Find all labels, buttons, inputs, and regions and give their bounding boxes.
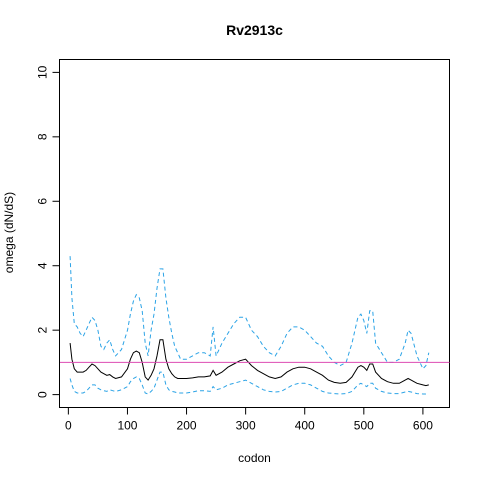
series-line-lower <box>69 371 429 395</box>
x-axis: 0 100 200 300 400 500 600 <box>65 407 433 433</box>
plot-frame <box>59 59 450 408</box>
x-tick-label: 200 <box>177 419 197 433</box>
chart-title: Rv2913c <box>226 22 283 38</box>
x-axis-label: codon <box>238 451 271 465</box>
x-tick-label: 400 <box>295 419 315 433</box>
x-tick-label: 0 <box>65 419 72 433</box>
series-line-upper <box>69 256 430 370</box>
y-axis-label: omega (dN/dS) <box>2 192 16 273</box>
y-tick-label: 6 <box>36 198 50 205</box>
y-tick-label: 8 <box>36 133 50 140</box>
y-tick-label: 2 <box>36 327 50 334</box>
y-tick-label: 4 <box>36 262 50 269</box>
plot-area <box>59 256 450 395</box>
series-line-estimate <box>69 339 429 387</box>
x-tick-label: 600 <box>413 419 433 433</box>
x-tick-label: 100 <box>117 419 137 433</box>
y-tick-label: 0 <box>36 391 50 398</box>
x-tick-label: 300 <box>236 419 256 433</box>
y-axis: 0 2 4 6 8 10 <box>36 65 60 398</box>
y-tick-label: 10 <box>36 65 50 79</box>
x-tick-label: 500 <box>354 419 374 433</box>
